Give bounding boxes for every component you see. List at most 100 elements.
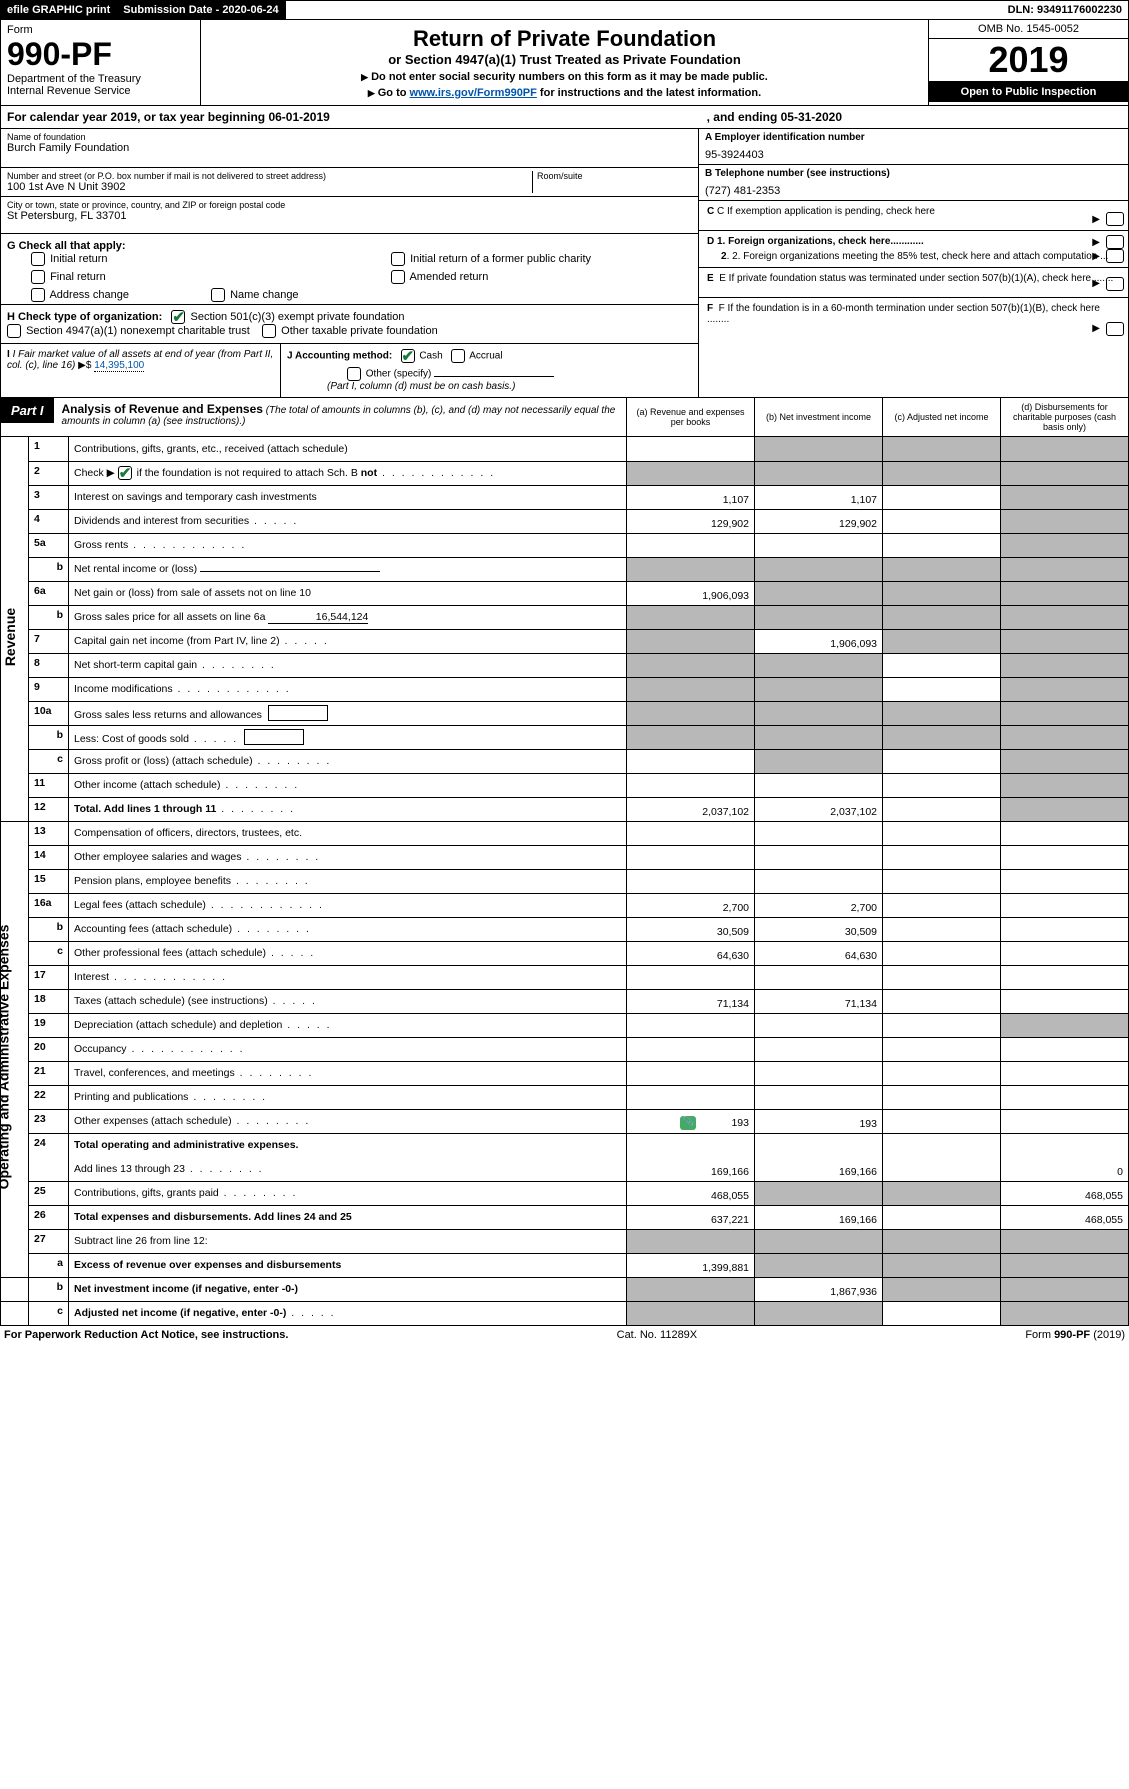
chk-other-method[interactable] [347,367,361,381]
chk-schb[interactable] [118,466,132,480]
table-row: cGross profit or (loss) (attach schedule… [1,749,1129,773]
table-row: 6aNet gain or (loss) from sale of assets… [1,581,1129,605]
header-right: OMB No. 1545-0052 2019 Open to Public In… [928,20,1128,105]
form-title: Return of Private Foundation [207,26,922,52]
chk-accrual[interactable] [451,349,465,363]
table-row: 27Subtract line 26 from line 12: [1,1229,1129,1253]
irs: Internal Revenue Service [7,85,194,97]
footer: For Paperwork Reduction Act Notice, see … [0,1326,1129,1344]
table-row: 10aGross sales less returns and allowanc… [1,701,1129,725]
section-h: H Check type of organization: Section 50… [1,305,698,344]
info-grid: Name of foundation Burch Family Foundati… [0,129,1129,398]
section-ij: I I Fair market value of all assets at e… [1,344,698,397]
chk-final[interactable] [31,270,45,284]
section-j: J Accounting method: Cash Accrual Other … [281,344,698,397]
calendar-year-row: For calendar year 2019, or tax year begi… [0,106,1129,129]
form-word: Form [7,24,194,36]
chk-cash[interactable] [401,349,415,363]
table-row: 24Total operating and administrative exp… [1,1133,1129,1157]
chk-initial-former[interactable] [391,252,405,266]
footer-left: For Paperwork Reduction Act Notice, see … [4,1329,288,1341]
line-e: E E If private foundation status was ter… [699,268,1128,298]
revenue-vlabel: Revenue [1,437,29,821]
efile-label: efile GRAPHIC print [1,1,117,19]
address-cell: Number and street (or P.O. box number if… [1,168,698,197]
part-tag: Part I [1,398,54,423]
table-row: 3Interest on savings and temporary cash … [1,485,1129,509]
ein-cell: A Employer identification number 95-3924… [699,129,1128,165]
street-address: 100 1st Ave N Unit 3902 [7,181,532,193]
submission-date: Submission Date - 2020-06-24 [117,1,285,19]
chk-4947[interactable] [7,324,21,338]
cal-begin: For calendar year 2019, or tax year begi… [7,110,330,124]
city-state-zip: St Petersburg, FL 33701 [7,210,692,222]
chk-other-taxable[interactable] [262,324,276,338]
table-row: 25Contributions, gifts, grants paid468,0… [1,1181,1129,1205]
omb-number: OMB No. 1545-0052 [929,20,1128,39]
foundation-name-cell: Name of foundation Burch Family Foundati… [1,129,698,168]
phone-cell: B Telephone number (see instructions) (7… [699,165,1128,201]
table-row: aExcess of revenue over expenses and dis… [1,1253,1129,1277]
chk-d2[interactable] [1106,249,1124,263]
table-row: 4Dividends and interest from securities … [1,509,1129,533]
phone: (727) 481-2353 [705,185,1122,197]
part1-table: Revenue 1 Contributions, gifts, grants, … [0,437,1129,1326]
part1-header: Part I Analysis of Revenue and Expenses … [0,398,1129,437]
table-row: Operating and Administrative Expenses 13… [1,821,1129,845]
footer-right: Form 990-PF (2019) [1025,1329,1125,1341]
open-to-public: Open to Public Inspection [929,81,1128,102]
attach-icon[interactable]: 📎 [680,1116,696,1130]
chk-c[interactable] [1106,212,1124,226]
table-row: Revenue 1 Contributions, gifts, grants, … [1,437,1129,461]
table-row: 21Travel, conferences, and meetings [1,1061,1129,1085]
table-row: 15Pension plans, employee benefits [1,869,1129,893]
chk-501c3[interactable] [171,310,185,324]
table-row: 8Net short-term capital gain [1,653,1129,677]
table-row: cAdjusted net income (if negative, enter… [1,1301,1129,1325]
table-row: bAccounting fees (attach schedule)30,509… [1,917,1129,941]
chk-f[interactable] [1106,322,1124,336]
dln: DLN: 93491176002230 [1002,1,1128,19]
chk-e[interactable] [1106,277,1124,291]
chk-d1[interactable] [1106,235,1124,249]
table-row: 7Capital gain net income (from Part IV, … [1,629,1129,653]
ein: 95-3924403 [705,149,1122,161]
cal-end: , and ending 05-31-2020 [707,110,842,124]
header-center: Return of Private Foundation or Section … [201,20,928,105]
info-left: Name of foundation Burch Family Foundati… [1,129,698,397]
line-d: D 1. Foreign organizations, check here..… [699,231,1128,268]
part-desc: Analysis of Revenue and Expenses (The to… [54,398,626,436]
table-row: 19Depreciation (attach schedule) and dep… [1,1013,1129,1037]
section-i: I I Fair market value of all assets at e… [1,344,281,397]
table-row: 14Other employee salaries and wages [1,845,1129,869]
col-a-header: (a) Revenue and expenses per books [626,398,754,436]
table-row: 12Total. Add lines 1 through 11 2,037,10… [1,797,1129,821]
chk-name[interactable] [211,288,225,302]
table-row: 11Other income (attach schedule) [1,773,1129,797]
irs-link[interactable]: www.irs.gov/Form990PF [410,87,537,99]
form-subtitle: or Section 4947(a)(1) Trust Treated as P… [207,52,922,67]
table-row: bLess: Cost of goods sold [1,725,1129,749]
instr-1: Do not enter social security numbers on … [207,71,922,83]
table-row: 2 Check ▶ if the foundation is not requi… [1,461,1129,485]
chk-amended[interactable] [391,270,405,284]
col-c-header: (c) Adjusted net income [882,398,1000,436]
chk-initial[interactable] [31,252,45,266]
chk-address[interactable] [31,288,45,302]
table-row: 5aGross rents [1,533,1129,557]
info-right: A Employer identification number 95-3924… [698,129,1128,397]
fmv-assets: 14,395,100 [94,360,144,372]
table-row: 18Taxes (attach schedule) (see instructi… [1,989,1129,1013]
line-f: F F If the foundation is in a 60-month t… [699,298,1128,346]
expenses-vlabel: Operating and Administrative Expenses [1,821,29,1277]
section-g: G Check all that apply: Initial return I… [1,234,698,305]
table-row: 26Total expenses and disbursements. Add … [1,1205,1129,1229]
foundation-name: Burch Family Foundation [7,142,692,154]
col-d-header: (d) Disbursements for charitable purpose… [1000,398,1128,436]
table-row: 23Other expenses (attach schedule)📎 1931… [1,1109,1129,1133]
table-row: 20Occupancy [1,1037,1129,1061]
dept: Department of the Treasury [7,73,194,85]
table-row: Add lines 13 through 23169,166169,1660 [1,1157,1129,1181]
table-row: 16aLegal fees (attach schedule)2,7002,70… [1,893,1129,917]
header-left: Form 990-PF Department of the Treasury I… [1,20,201,105]
